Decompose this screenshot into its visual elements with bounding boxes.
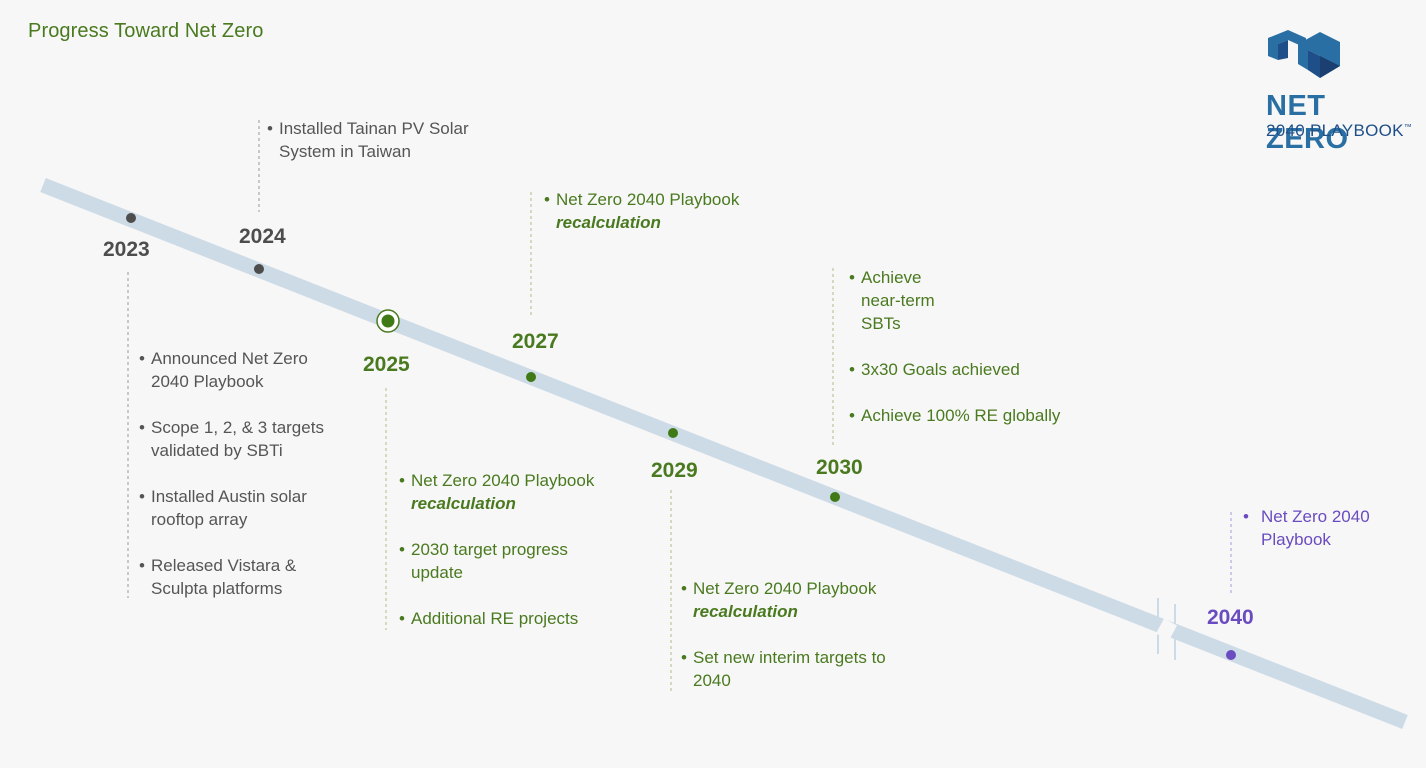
list-item: • 3x30 Goals achieved [849, 360, 1020, 379]
milestone-notes-2040: • Net Zero 2040 Playbook [1243, 505, 1393, 551]
net-zero-logo: NET ZERO 2040 PLAYBOOK™ [1262, 28, 1413, 155]
milestone-notes-2023: • Announced Net Zero 2040 Playbook • Scope… [139, 347, 339, 600]
year-label-2027: 2027 [512, 330, 559, 353]
milestone-notes-2027: • Net Zero 2040 Playbook recalculation [544, 188, 759, 234]
logo-title: NET ZERO [1266, 90, 1349, 155]
timeline-dot-2027 [526, 372, 536, 382]
list-item: • Announced Net Zero 2040 Playbook [139, 349, 308, 391]
timeline-break-gap [1155, 618, 1178, 641]
timeline-dot-2040 [1226, 650, 1236, 660]
timeline-band [40, 178, 1408, 729]
logo-mark-icon [1268, 30, 1340, 78]
year-label-2030: 2030 [816, 456, 863, 479]
milestone-notes-2029: • Net Zero 2040 Playbook recalculation • S… [681, 577, 896, 692]
list-item: • Installed Tainan PV Solar System in Tai… [267, 119, 469, 161]
year-label-2040: 2040 [1207, 606, 1254, 629]
page-title: Progress Toward Net Zero [28, 20, 264, 42]
timeline-dot-2029 [668, 428, 678, 438]
list-item: • Additional RE projects [399, 609, 579, 628]
milestone-notes-2024: • Installed Tainan PV Solar System in Tai… [267, 117, 482, 163]
list-item: • 2030 target progress update [399, 540, 568, 582]
year-label-2023: 2023 [103, 238, 150, 261]
list-item: • Achieve 100% RE globally [849, 406, 1061, 425]
year-label-2025: 2025 [363, 353, 410, 376]
milestone-notes-2025: • Net Zero 2040 Playbook recalculation • 2… [399, 469, 599, 630]
year-label-2024: 2024 [239, 225, 286, 248]
timeline-dot-2025 [381, 314, 395, 328]
list-item: • Released Vistara & Sculpta platforms [139, 556, 297, 598]
list-item: • Net Zero 2040 Playbook recalculation [544, 190, 740, 232]
list-item: • Set new interim targets to 2040 [681, 648, 886, 690]
list-item: • Scope 1, 2, & 3 targets validated by SB… [139, 418, 324, 460]
timeline-dot-2030 [830, 492, 840, 502]
list-item: • Installed Austin solar rooftop array [139, 487, 307, 529]
list-item: • Net Zero 2040 Playbook [1243, 507, 1370, 549]
list-item: • Achieve near-term SBTs [849, 268, 935, 333]
timeline-dot-2024 [254, 264, 264, 274]
timeline-dot-2023 [126, 213, 136, 223]
logo-subtitle: 2040 PLAYBOOK™ [1266, 121, 1413, 140]
list-item: • Net Zero 2040 Playbook recalculation [681, 579, 877, 621]
year-label-2029: 2029 [651, 459, 698, 482]
list-item: • Net Zero 2040 Playbook recalculation [399, 471, 595, 513]
milestone-notes-2030: • Achieve near-term SBTs • 3x30 Goals achi… [849, 266, 1061, 427]
